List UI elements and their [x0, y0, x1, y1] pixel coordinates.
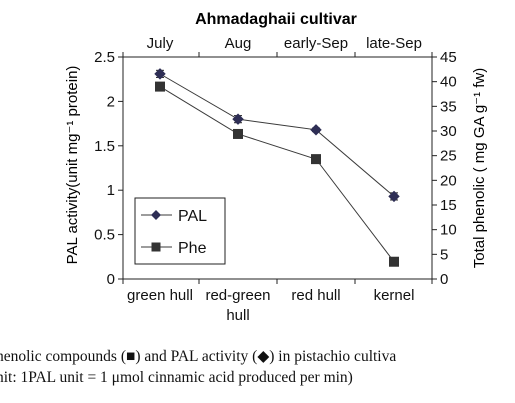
- top-tick-label: late-Sep: [366, 35, 422, 52]
- left-y-tick-label: 1.5: [94, 138, 115, 155]
- top-tick-label: Aug: [225, 35, 252, 52]
- left-y-tick-label: 2: [107, 93, 115, 110]
- top-tick-label: early-Sep: [284, 35, 348, 52]
- left-y-tick-label: 0: [107, 271, 115, 288]
- series-layer: [154, 68, 400, 267]
- legend-box: [134, 197, 226, 265]
- x-tick-label: kernel: [374, 287, 415, 304]
- data-point-pal: [388, 190, 400, 203]
- legend: PAL Phe: [134, 197, 226, 265]
- data-point-pal: [232, 113, 244, 125]
- data-point-phe: [155, 81, 165, 92]
- x-axis: green hull red-green hull red hull kernel: [122, 279, 433, 324]
- right-y-axis-label: Total phenolic ( mg GA g⁻¹ fw): [471, 68, 488, 269]
- right-y-tick-label: 35: [440, 98, 457, 115]
- series-line-pal: [159, 73, 395, 197]
- x-tick-label: red hull: [291, 287, 340, 304]
- right-y-tick-label: 30: [440, 123, 457, 140]
- right-y-tick-label: 0: [440, 271, 448, 288]
- right-y-tick-label: 10: [440, 222, 457, 239]
- right-y-tick-label: 5: [440, 246, 448, 263]
- left-y-axis-label: PAL activity(unit mg⁻¹ protein): [64, 66, 81, 265]
- right-y-tick-label: 45: [440, 49, 457, 66]
- legend-marker-pal: [151, 210, 161, 220]
- left-y-tick-label: 2.5: [94, 49, 115, 66]
- x-tick-label: green hull: [127, 287, 193, 304]
- legend-label-phe: Phe: [178, 240, 207, 257]
- data-point-pal: [154, 68, 166, 80]
- top-tick-label: July: [147, 35, 174, 52]
- right-y-tick-label: 40: [440, 74, 457, 91]
- right-y-tick-label: 15: [440, 197, 457, 214]
- legend-label-pal: PAL: [178, 208, 207, 225]
- chart-title: Ahmadaghaii cultivar: [195, 11, 357, 28]
- figure-caption-line-1: henolic compounds (■) and PAL activity (…: [0, 348, 397, 365]
- right-y-axis: 0 5 10 15 20 25 30 35 40 45: [432, 49, 457, 288]
- left-y-tick-label: 1: [107, 182, 115, 199]
- top-axis: July Aug early-Sep late-Sep: [122, 35, 433, 57]
- right-y-tick-label: 20: [440, 172, 457, 189]
- left-y-tick-label: 0.5: [94, 227, 115, 244]
- left-y-axis: 0 0.5 1 1.5 2 2.5: [94, 49, 123, 288]
- chart: Ahmadaghaii cultivar July Aug early-Sep lat…: [64, 11, 488, 324]
- legend-marker-phe: [151, 242, 161, 252]
- data-point-phe: [233, 128, 243, 139]
- data-point-phe: [389, 256, 399, 267]
- series-line-phe: [159, 86, 395, 263]
- x-tick-label: red-green hull: [205, 287, 270, 324]
- right-y-tick-label: 25: [440, 148, 457, 165]
- data-point-phe: [311, 154, 321, 165]
- data-point-pal: [310, 124, 322, 136]
- figure-caption-line-2: nit: 1PAL unit = 1 μmol cinnamic acid pr…: [0, 369, 353, 386]
